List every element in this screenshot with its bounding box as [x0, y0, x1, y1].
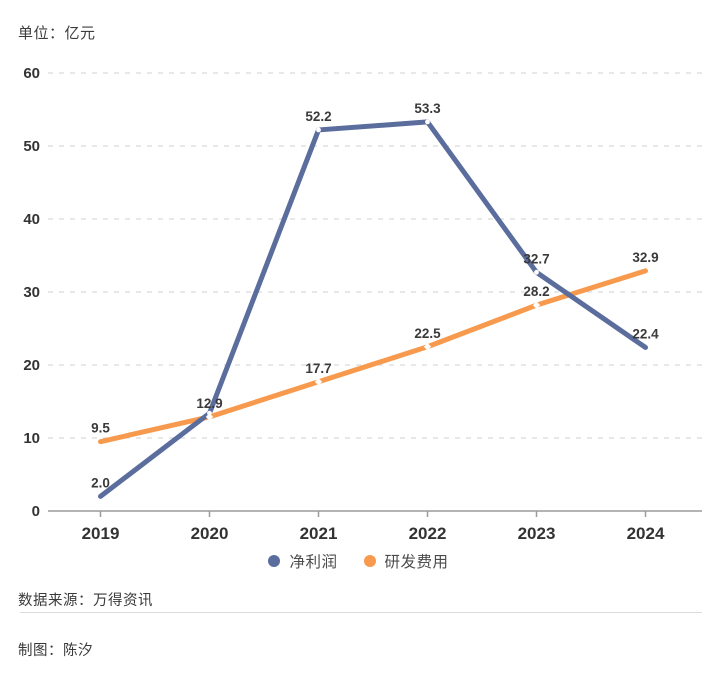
svg-text:52.2: 52.2: [305, 109, 331, 124]
svg-text:30: 30: [23, 284, 40, 301]
svg-text:2024: 2024: [627, 524, 665, 543]
svg-text:20: 20: [23, 357, 40, 374]
unit-label: 单位：亿元: [18, 25, 96, 42]
svg-text:2.0: 2.0: [91, 475, 110, 490]
chart-legend: 净利润 研发费用: [0, 550, 717, 572]
svg-text:22.4: 22.4: [632, 326, 659, 341]
svg-text:2022: 2022: [409, 524, 447, 543]
legend-label-net-profit: 净利润: [289, 554, 338, 571]
svg-text:22.5: 22.5: [414, 326, 441, 341]
svg-text:17.7: 17.7: [305, 361, 331, 376]
svg-text:53.3: 53.3: [414, 101, 441, 116]
svg-text:2020: 2020: [191, 524, 229, 543]
svg-text:12.9: 12.9: [196, 396, 222, 411]
svg-text:10: 10: [23, 430, 40, 447]
legend-item-rd-expense: 研发费用: [363, 550, 449, 572]
svg-text:32.9: 32.9: [632, 250, 658, 265]
chart-author-text: 制图：陈汐: [18, 643, 93, 659]
footer-divider: [20, 612, 702, 613]
svg-text:9.5: 9.5: [91, 421, 110, 436]
legend-item-net-profit: 净利润: [268, 550, 337, 572]
legend-label-rd-expense: 研发费用: [384, 554, 449, 571]
svg-text:50: 50: [23, 138, 40, 155]
svg-text:0: 0: [32, 503, 40, 520]
svg-text:60: 60: [23, 65, 40, 82]
legend-swatch-net-profit-icon: [268, 555, 281, 567]
svg-text:2021: 2021: [300, 524, 338, 543]
svg-text:32.7: 32.7: [523, 251, 549, 266]
data-source-text: 数据来源：万得资讯: [18, 593, 153, 609]
svg-text:40: 40: [23, 211, 40, 228]
svg-text:2023: 2023: [518, 524, 556, 543]
svg-text:2019: 2019: [82, 524, 120, 543]
legend-swatch-rd-expense-icon: [363, 555, 376, 567]
svg-text:28.2: 28.2: [523, 284, 549, 299]
line-chart: 0 10 20 30 40 50 60 2019 2020 2021 2022 2023 2024 2.0…: [23, 65, 702, 543]
